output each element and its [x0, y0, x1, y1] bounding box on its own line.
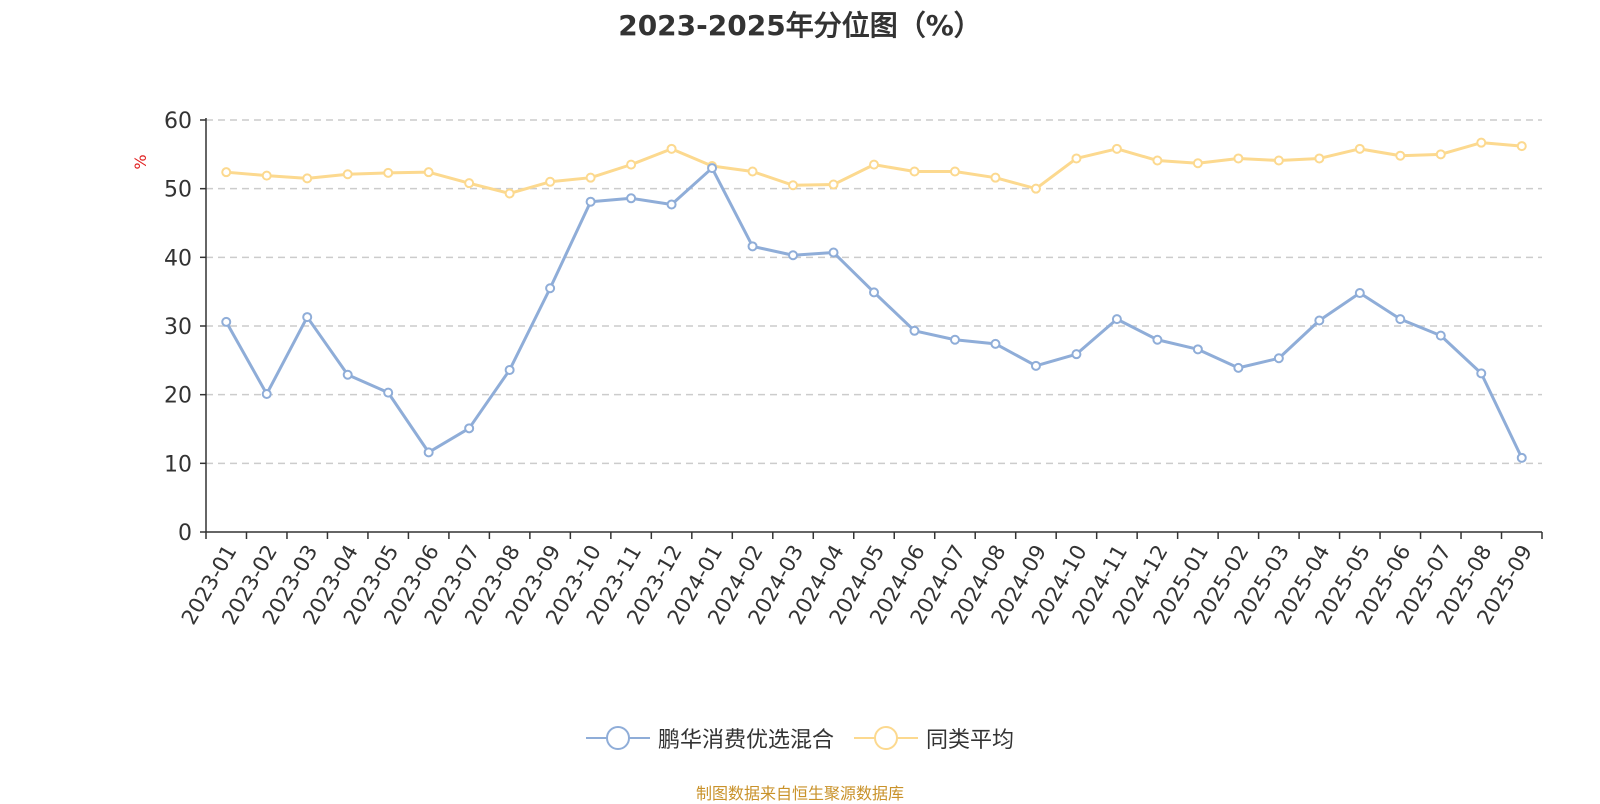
data-point-average [302, 173, 313, 184]
data-point-average [1516, 141, 1527, 152]
data-point-fund [707, 163, 718, 174]
data-point-average [342, 169, 353, 180]
data-point-average [1354, 143, 1365, 154]
data-point-average [464, 178, 475, 189]
legend-marker-average [854, 726, 918, 750]
series-lines [221, 137, 1527, 463]
legend-label-average: 同类平均 [926, 728, 1015, 753]
data-point-fund [1111, 314, 1122, 325]
data-point-average [1476, 137, 1487, 148]
y-tick-label: 20 [164, 384, 192, 409]
data-point-fund [626, 193, 637, 204]
data-point-fund [1192, 344, 1203, 355]
data-point-fund [1314, 315, 1325, 326]
legend-label-fund: 鹏华消费优选混合 [657, 728, 834, 753]
data-point-average [1395, 150, 1406, 161]
legend: 鹏华消费优选混合 同类平均 [0, 722, 1600, 754]
data-point-fund [1516, 452, 1527, 463]
data-point-fund [909, 325, 920, 336]
data-point-fund [585, 196, 596, 207]
data-point-fund [1476, 368, 1487, 379]
data-point-fund [990, 338, 1001, 349]
data-point-average [1233, 153, 1244, 164]
y-tick-label: 50 [164, 178, 192, 203]
data-point-average [1111, 143, 1122, 154]
y-tick-label: 30 [164, 315, 192, 340]
data-point-average [504, 188, 515, 199]
data-point-average [949, 166, 960, 177]
data-point-fund [1435, 330, 1446, 341]
data-point-average [1071, 153, 1082, 164]
data-point-fund [1395, 314, 1406, 325]
data-point-fund [949, 334, 960, 345]
data-point-average [1192, 158, 1203, 169]
data-point-fund [1030, 360, 1041, 371]
data-point-average [747, 166, 758, 177]
data-point-average [585, 172, 596, 183]
data-point-average [990, 172, 1001, 183]
data-point-fund [302, 312, 313, 323]
data-point-fund [1233, 362, 1244, 373]
y-axis-label: % [131, 154, 150, 169]
data-point-average [1435, 149, 1446, 160]
data-point-fund [383, 387, 394, 398]
source-note: 制图数据来自恒生聚源数据库 [695, 784, 904, 803]
data-point-average [383, 167, 394, 178]
y-tick-label: 10 [164, 452, 192, 477]
data-point-average [828, 179, 839, 190]
y-tick-label: 0 [178, 521, 192, 546]
legend-item-average[interactable]: 同类平均 [854, 722, 1014, 754]
data-point-average [666, 143, 677, 154]
data-point-fund [504, 364, 515, 375]
data-point-average [1030, 183, 1041, 194]
data-point-fund [666, 199, 677, 210]
data-point-fund [747, 241, 758, 252]
data-point-average [909, 166, 920, 177]
data-point-fund [828, 247, 839, 258]
y-tick-label: 60 [164, 109, 192, 134]
data-point-average [1152, 155, 1163, 166]
data-point-average [423, 167, 434, 178]
data-point-fund [1071, 349, 1082, 360]
data-point-fund [342, 369, 353, 380]
data-point-fund [221, 316, 232, 327]
data-point-fund [423, 447, 434, 458]
data-point-fund [788, 250, 799, 261]
legend-item-fund[interactable]: 鹏华消费优选混合 [585, 722, 834, 754]
data-point-average [626, 159, 637, 170]
data-point-average [788, 180, 799, 191]
data-point-average [1273, 155, 1284, 166]
data-point-average [545, 176, 556, 187]
series-line-fund [224, 166, 1524, 459]
data-point-fund [1273, 353, 1284, 364]
data-point-average [261, 170, 272, 181]
chart-title: 2023-2025年分位图（%） [618, 9, 982, 42]
data-point-average [1314, 153, 1325, 164]
data-point-fund [545, 283, 556, 294]
data-point-fund [1354, 288, 1365, 299]
data-point-fund [1152, 334, 1163, 345]
legend-marker-fund [585, 726, 650, 750]
data-point-average [221, 167, 232, 178]
data-point-average [869, 159, 879, 170]
data-point-fund [464, 423, 475, 434]
y-tick-label: 40 [164, 246, 192, 271]
gridlines [206, 119, 1542, 465]
data-point-fund [869, 287, 879, 298]
data-point-fund [261, 388, 272, 399]
